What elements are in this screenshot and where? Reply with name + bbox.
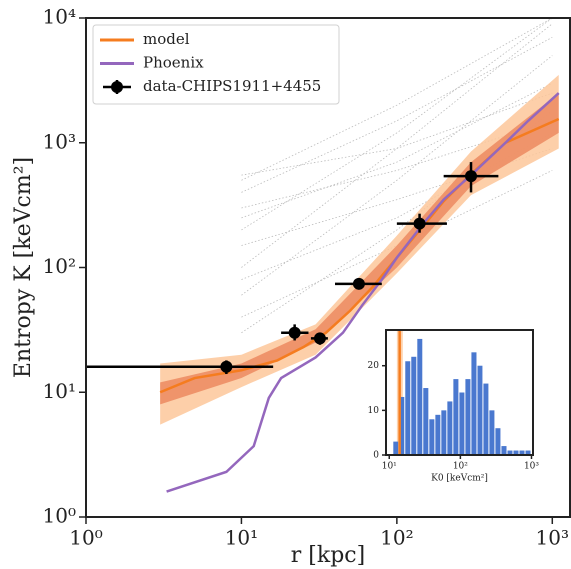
sample-line (241, 82, 553, 219)
hist-bar (525, 450, 531, 455)
hist-bar (441, 410, 447, 455)
hist-bar (489, 410, 495, 455)
sample-line (241, 170, 553, 318)
y-tick-label: 20 (368, 361, 380, 371)
sample-line (241, 120, 553, 209)
series-line (166, 92, 560, 493)
hist-bar (501, 446, 507, 455)
sample-line (241, 92, 553, 176)
hist-bar (519, 450, 525, 455)
x-tick-label: 10² (453, 461, 468, 471)
hist-bar (477, 365, 483, 455)
hist-bar (513, 450, 519, 455)
sample-line (241, 148, 553, 246)
x-tick-label: 10⁰ (69, 526, 102, 550)
data-point (288, 326, 301, 339)
hist-bar (429, 419, 435, 455)
data-point (465, 170, 478, 183)
x-tick-label: 10¹ (225, 526, 258, 550)
y-axis-label: Entropy K [keVcm²] (11, 157, 36, 378)
hist-bar (399, 396, 405, 455)
y-tick-label: 10² (43, 254, 76, 278)
y-tick-label: 10⁴ (43, 5, 76, 29)
x-tick-label: 10² (380, 526, 413, 550)
hist-bar (453, 379, 459, 455)
sample-line (241, 18, 553, 231)
hist-bar (447, 401, 453, 455)
hist-bar (465, 379, 471, 455)
y-tick-label: 10 (368, 406, 380, 416)
data-point (352, 277, 365, 290)
sample-line (241, 18, 553, 181)
inset-frame (385, 329, 534, 456)
sample-line (241, 36, 553, 193)
data-point (313, 332, 326, 345)
legend-swatch (111, 81, 123, 93)
hist-bar (495, 428, 501, 455)
plot (86, 18, 560, 493)
x-axis-label: K0 [keVcm²] (431, 474, 488, 484)
hist-bar (459, 392, 465, 455)
y-tick-label: 0 (373, 451, 379, 461)
hist-bar (393, 441, 399, 455)
sample-line (241, 110, 553, 334)
hist-bar (411, 356, 417, 455)
x-tick-label: 10³ (524, 461, 539, 471)
data-point (413, 217, 426, 230)
hist-bar (471, 352, 477, 455)
data-point (220, 360, 233, 373)
x-axis-label: r [kpc] (291, 543, 365, 568)
hist-bar (507, 450, 513, 455)
legend-label: Phoenix (143, 54, 204, 72)
hist-bar (483, 383, 489, 455)
hist-bar (417, 338, 423, 455)
x-tick-label: 10³ (536, 526, 569, 550)
legend-box (92, 24, 340, 105)
legend-label: data-CHIPS1911+4455 (143, 77, 321, 95)
y-tick-label: 10⁰ (43, 504, 76, 528)
sample-line (241, 55, 553, 296)
hist-bar (405, 361, 411, 455)
y-tick-label: 10¹ (43, 379, 76, 403)
band (160, 93, 559, 405)
plot-frame (85, 17, 571, 518)
x-tick-label: 10¹ (382, 461, 397, 471)
hist-bar (423, 388, 429, 455)
hist-bar (435, 414, 441, 455)
y-tick-label: 10³ (43, 129, 76, 153)
legend-label: model (143, 30, 190, 48)
